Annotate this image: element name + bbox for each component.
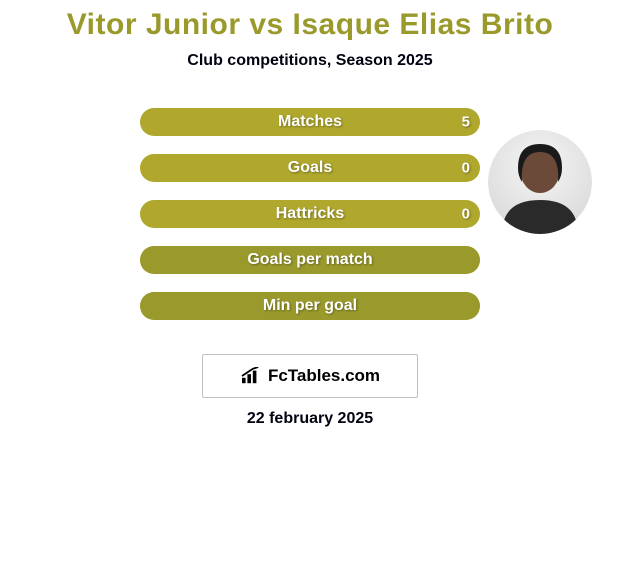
stat-bar-row: Goals per match <box>140 246 480 274</box>
player-right-avatar <box>488 130 592 234</box>
decoration-blob <box>498 262 602 286</box>
stat-bar-row: Goals0 <box>140 154 480 182</box>
page-date: 22 february 2025 <box>0 410 620 428</box>
stat-label: Hattricks <box>140 205 480 223</box>
decoration-blob <box>8 128 112 152</box>
brand-badge: FcTables.com <box>202 354 418 398</box>
decoration-blob <box>20 182 120 206</box>
stat-bar-row: Min per goal <box>140 292 480 320</box>
page-title: Vitor Junior vs Isaque Elias Brito <box>0 0 620 42</box>
stat-label: Matches <box>140 113 480 131</box>
stat-value-right: 5 <box>462 114 470 131</box>
avatar-photo-icon <box>488 130 592 234</box>
stat-label: Goals <box>140 159 480 177</box>
stat-bar-row: Hattricks0 <box>140 200 480 228</box>
stat-bars: Matches5Goals0Hattricks0Goals per matchM… <box>140 108 480 338</box>
stat-label: Min per goal <box>140 297 480 315</box>
stat-value-right: 0 <box>462 206 470 223</box>
page-subtitle: Club competitions, Season 2025 <box>0 52 620 70</box>
bar-chart-icon <box>240 367 262 385</box>
stat-value-right: 0 <box>462 160 470 177</box>
stat-label: Goals per match <box>140 251 480 269</box>
stat-bar-row: Matches5 <box>140 108 480 136</box>
brand-text: FcTables.com <box>268 366 380 386</box>
